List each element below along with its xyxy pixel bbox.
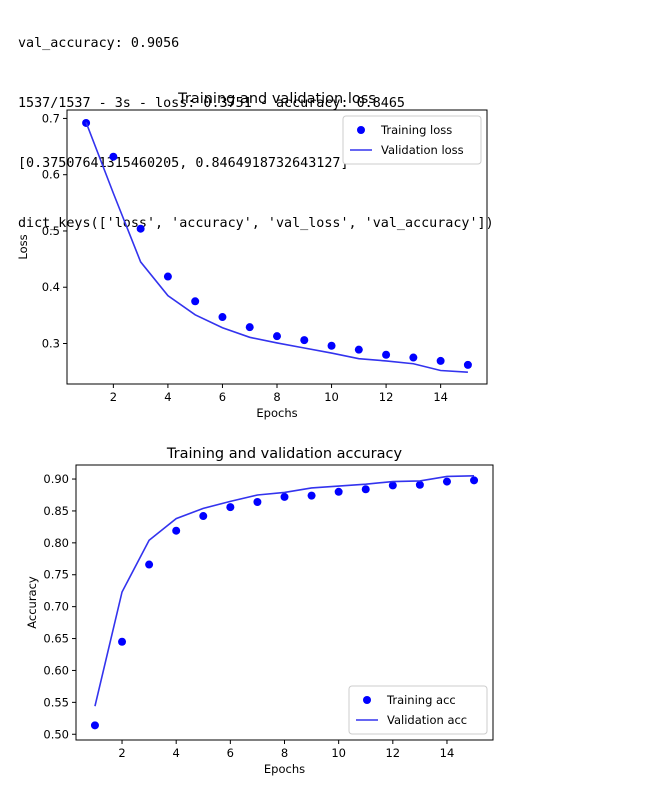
- x-tick-label: 4: [173, 746, 180, 760]
- y-tick-label: 0.65: [43, 632, 69, 646]
- training-data-point: [172, 527, 180, 535]
- console-line: val_accuracy: 0.9056: [18, 34, 494, 54]
- x-axis-label: Epochs: [256, 406, 297, 420]
- training-data-point: [164, 273, 172, 281]
- training-data-point: [109, 153, 117, 161]
- training-data-point: [300, 336, 308, 344]
- y-tick-label: 0.6: [42, 168, 60, 182]
- y-tick-label: 0.80: [43, 536, 69, 550]
- x-tick-label: 14: [440, 746, 455, 760]
- x-tick-label: 12: [385, 746, 400, 760]
- legend-entry-label: Training acc: [386, 693, 456, 707]
- training-data-point: [281, 493, 289, 501]
- legend-entry-label: Validation loss: [381, 143, 464, 157]
- accuracy-chart: Training and validation accuracy 2 4 6 8 10 12…: [0, 440, 655, 785]
- legend-entry-label: Validation acc: [387, 713, 467, 727]
- y-axis-label: Loss: [16, 234, 30, 259]
- x-tick-label: 12: [379, 390, 394, 404]
- training-data-point: [437, 357, 445, 365]
- chart-title: Training and validation accuracy: [166, 446, 403, 462]
- x-tick-label: 4: [164, 390, 171, 404]
- training-data-point: [199, 512, 207, 520]
- legend-marker-training: [363, 696, 371, 704]
- x-tick-label: 10: [331, 746, 346, 760]
- x-tick-label: 14: [433, 390, 448, 404]
- training-data-point: [362, 485, 370, 493]
- x-tick-label: 6: [219, 390, 226, 404]
- loss-chart: Training and validation loss 2 4 6 8 10 12 14 0.…: [0, 88, 655, 433]
- y-tick-label: 0.85: [43, 504, 69, 518]
- x-tick-label: 8: [273, 390, 280, 404]
- y-tick-label: 0.5: [42, 224, 60, 238]
- y-tick-label: 0.90: [43, 472, 69, 486]
- training-data-point: [382, 351, 390, 359]
- training-data-point: [218, 313, 226, 321]
- x-axis-label: Epochs: [264, 762, 305, 776]
- x-tick-label: 10: [324, 390, 339, 404]
- training-data-point: [443, 478, 451, 486]
- y-tick-label: 0.50: [43, 727, 69, 741]
- training-data-point: [137, 225, 145, 233]
- legend-entry-label: Training loss: [380, 123, 452, 137]
- y-tick-label: 0.4: [42, 280, 60, 294]
- legend: Training acc Validation acc: [349, 686, 487, 734]
- legend: Training loss Validation loss: [343, 116, 481, 164]
- y-tick-label: 0.70: [43, 600, 69, 614]
- y-axis-label: Accuracy: [25, 576, 39, 629]
- training-data-point: [145, 561, 153, 569]
- chart-title: Training and validation loss: [177, 91, 376, 107]
- training-data-point: [409, 354, 417, 362]
- x-tick-label: 2: [110, 390, 117, 404]
- training-data-point: [226, 503, 234, 511]
- training-data-point: [470, 476, 478, 484]
- x-tick-label: 6: [227, 746, 234, 760]
- y-tick-label: 0.3: [42, 336, 60, 350]
- x-tick-label: 2: [118, 746, 125, 760]
- training-data-point: [355, 346, 363, 354]
- training-data-point: [118, 638, 126, 646]
- validation-series-line: [95, 476, 474, 706]
- training-data-point: [464, 361, 472, 369]
- y-tick-label: 0.55: [43, 695, 69, 709]
- training-data-point: [273, 332, 281, 340]
- training-data-point: [191, 297, 199, 305]
- training-data-point: [308, 492, 316, 500]
- training-data-point: [246, 323, 254, 331]
- training-data-point: [91, 721, 99, 729]
- y-tick-label: 0.75: [43, 568, 69, 582]
- training-data-point: [335, 488, 343, 496]
- training-data-point: [328, 342, 336, 350]
- x-tick-label: 8: [281, 746, 288, 760]
- legend-marker-training: [357, 126, 365, 134]
- training-data-point: [416, 481, 424, 489]
- y-tick-label: 0.60: [43, 663, 69, 677]
- y-tick-label: 0.7: [42, 111, 60, 125]
- training-data-point: [253, 498, 261, 506]
